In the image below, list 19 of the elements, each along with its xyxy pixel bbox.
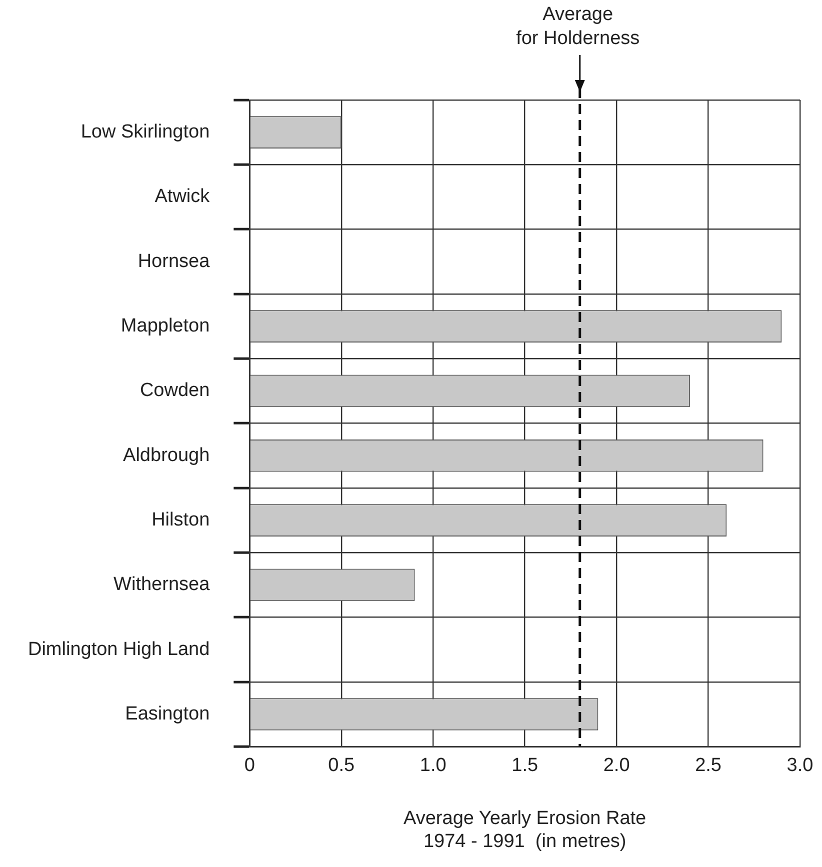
x-tick-label: 2.5	[695, 755, 722, 776]
x-tick-label: 1.5	[512, 755, 538, 776]
x-tick-label: 0	[244, 755, 255, 776]
y-tick-label: Withernsea	[114, 574, 210, 596]
x-tick-label: 2.0	[603, 755, 630, 776]
y-tick-label: Atwick	[154, 186, 210, 208]
y-tick-label: Low Skirlington	[80, 122, 210, 143]
x-axis-title: Average Yearly Erosion Rate 1974 - 1991 (in metres)	[404, 808, 646, 852]
y-tick-label: Mappleton	[120, 316, 210, 337]
y-tick-label: Cowden	[140, 380, 210, 402]
y-tick-label: Easington	[125, 704, 210, 725]
y-tick-label: Dimlington High Land	[28, 638, 210, 660]
y-tick-label: Hilston	[152, 510, 210, 531]
x-tick-label: 3.0	[786, 755, 814, 776]
x-tick-label: 1.0	[420, 755, 446, 776]
y-tick-label: Aldbrough	[123, 444, 210, 466]
x-tick-label: 0.5	[328, 755, 355, 776]
y-tick-label: Hornsea	[138, 250, 210, 272]
ref-line-label: Average for Holderness	[516, 4, 640, 49]
